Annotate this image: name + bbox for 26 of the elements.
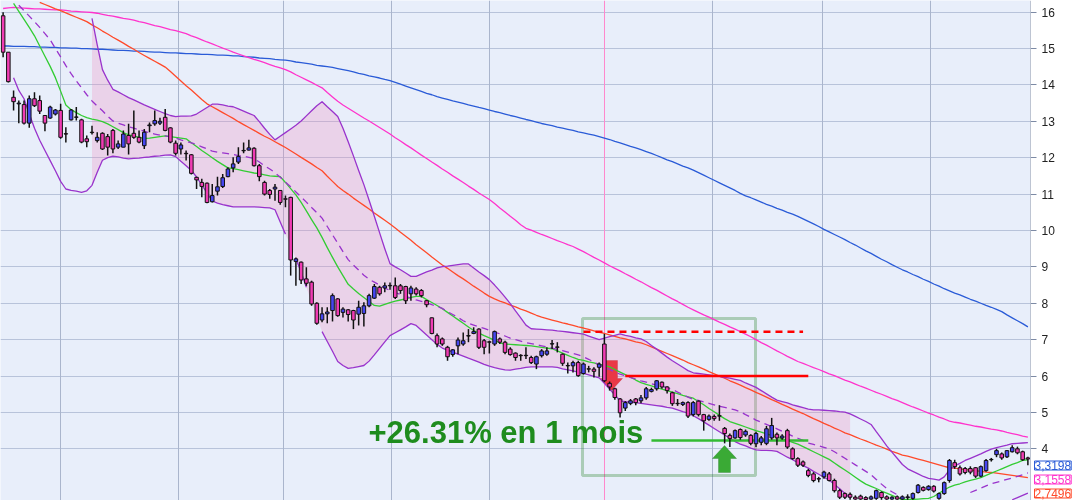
y-tick-label: 15 — [1041, 42, 1056, 57]
candlestick — [549, 339, 555, 350]
candlestick — [460, 331, 466, 347]
y-tick-label: 16 — [1041, 5, 1056, 20]
candlestick — [591, 366, 597, 379]
y-tick-label: 13 — [1041, 114, 1056, 129]
candlestick — [11, 89, 16, 112]
text: 2,7496 — [1034, 487, 1072, 500]
y-tick-label: 12 — [1041, 151, 1056, 166]
y-tick-label: 11 — [1041, 187, 1055, 202]
y-tick-label: 9 — [1041, 260, 1049, 275]
text: 3,1558 — [1034, 473, 1072, 487]
y-tick-label: 4 — [1041, 442, 1049, 457]
y-tick-label: 6 — [1041, 369, 1049, 384]
y-tick-label: 14 — [1041, 78, 1056, 93]
annotation: +26.31% en 1 mois — [368, 415, 644, 450]
candlestick — [16, 99, 22, 124]
y-tick-label: 10 — [1041, 223, 1056, 238]
candlestick — [272, 183, 278, 202]
candlestick — [565, 361, 571, 375]
candlestick — [199, 178, 205, 199]
y-tick-label: 8 — [1041, 296, 1049, 311]
text: 3,3198 — [1034, 459, 1072, 473]
y-tick-label: 5 — [1041, 405, 1049, 420]
y-tick-label: 7 — [1041, 333, 1049, 348]
candlestick — [183, 149, 189, 162]
